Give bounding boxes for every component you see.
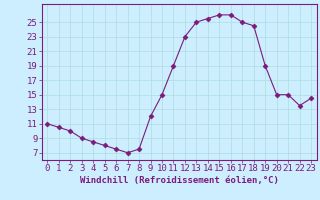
X-axis label: Windchill (Refroidissement éolien,°C): Windchill (Refroidissement éolien,°C)	[80, 176, 279, 185]
